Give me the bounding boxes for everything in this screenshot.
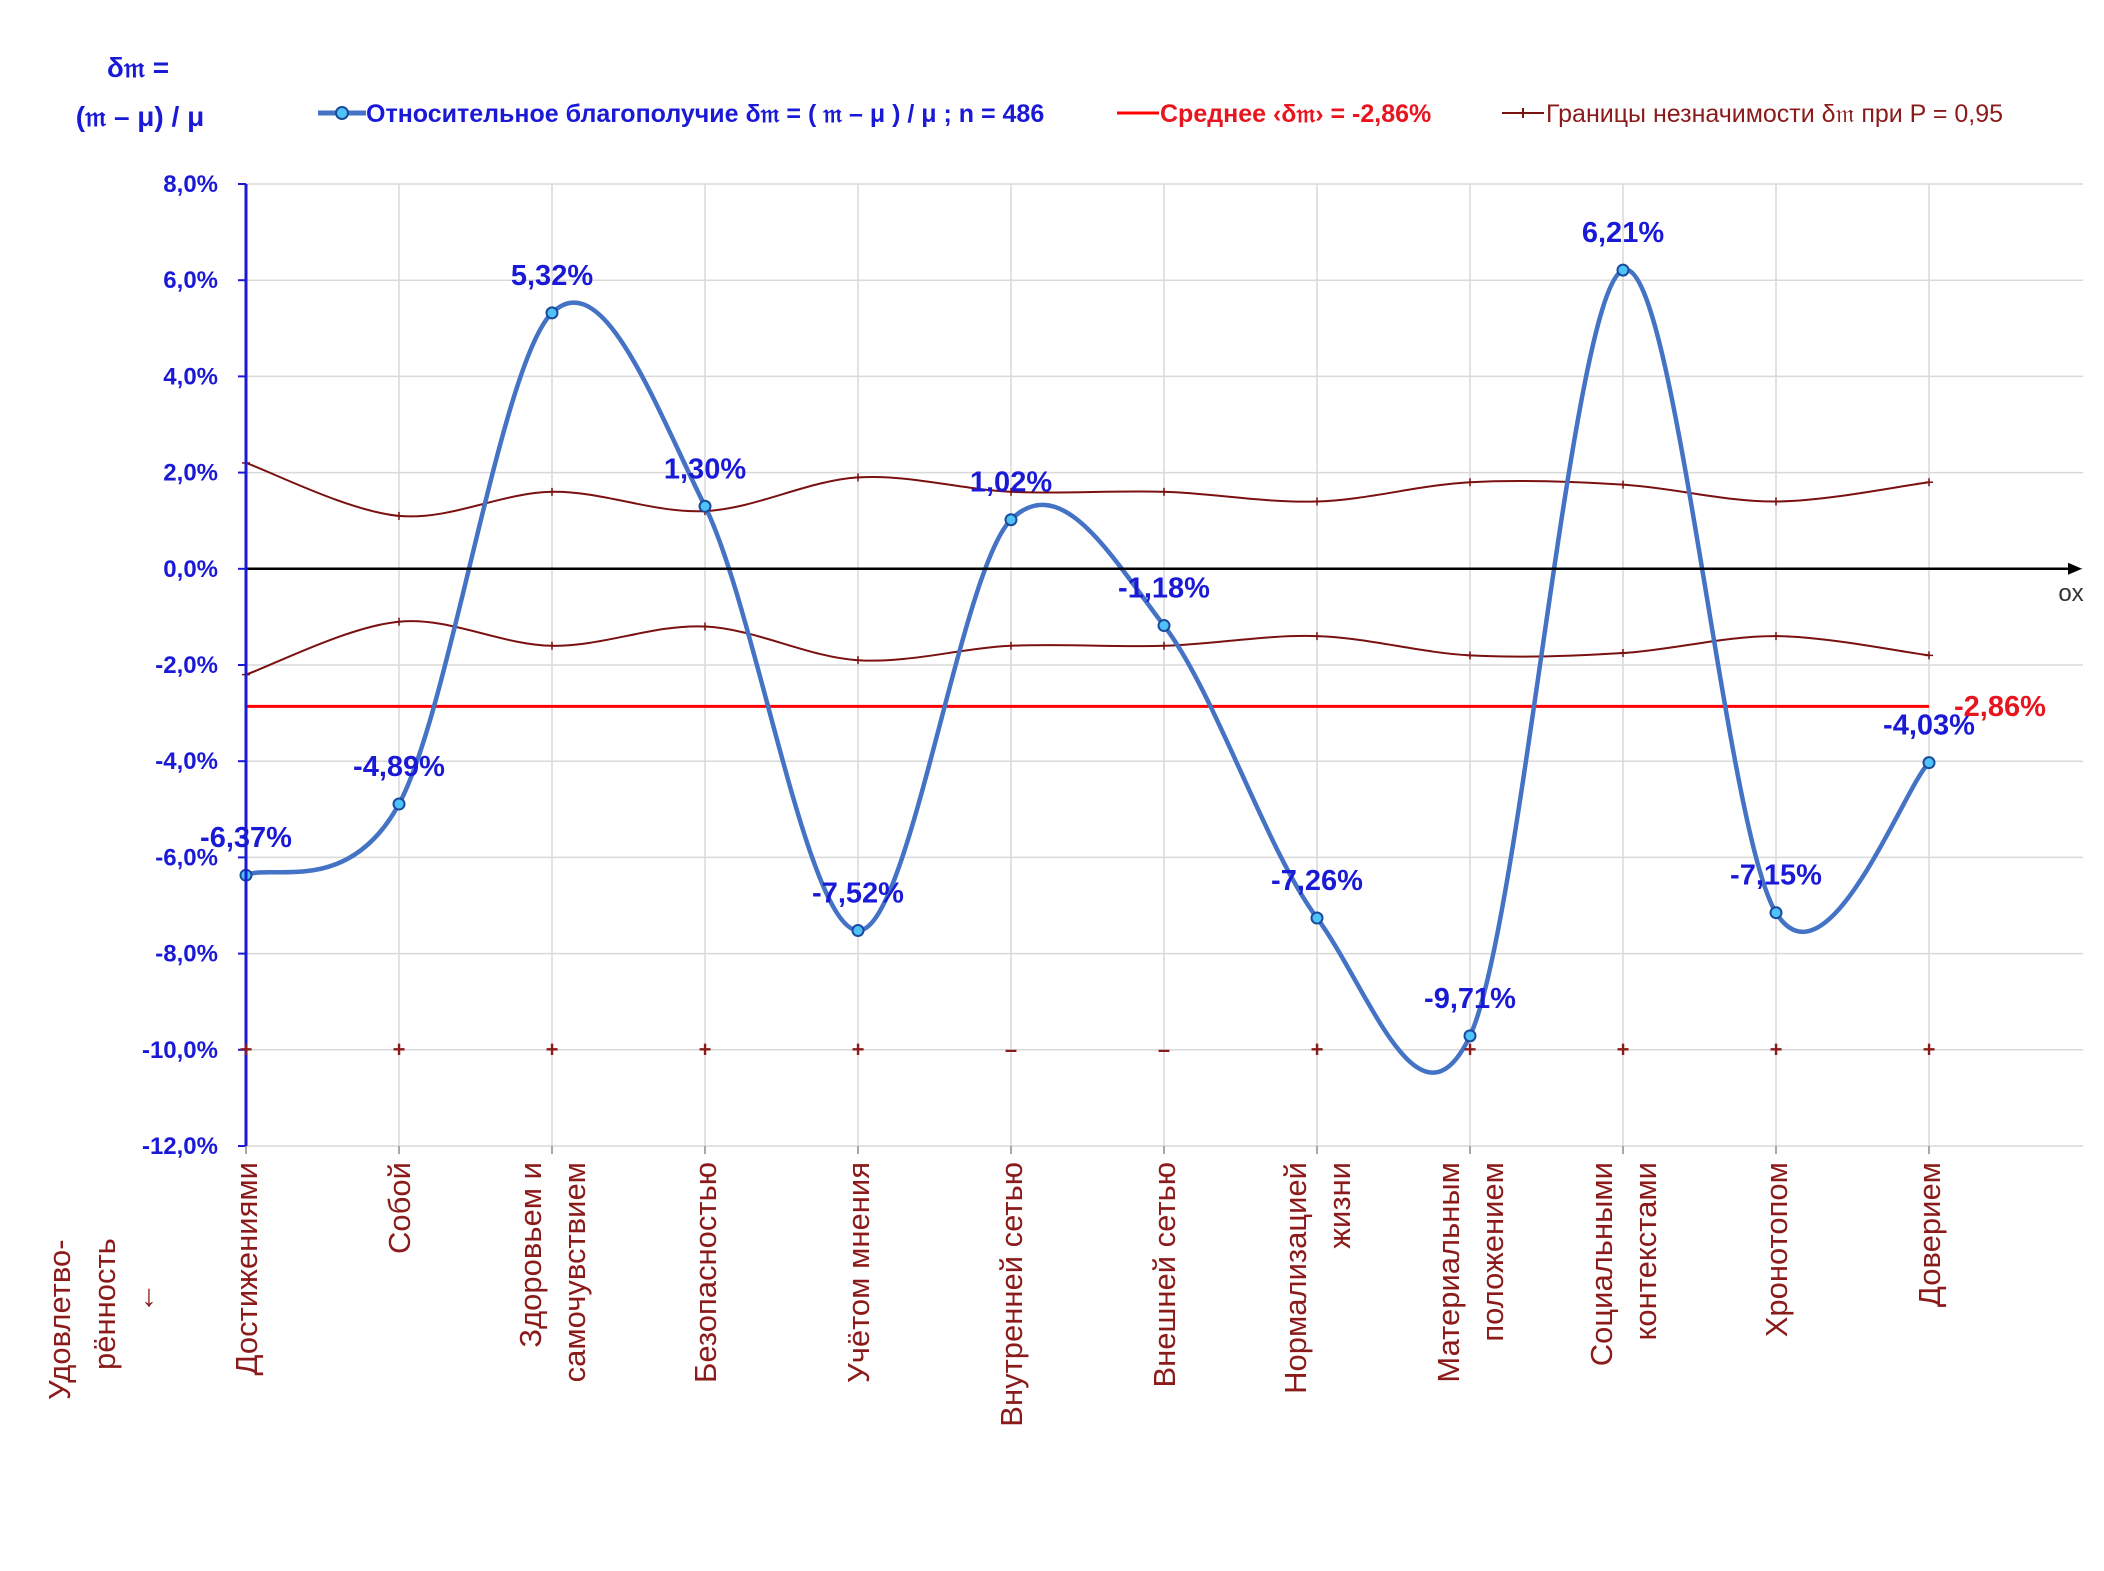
- series-point: [698, 499, 712, 513]
- series-point: [1004, 513, 1018, 527]
- bound-line-lower: [245, 620, 1930, 676]
- data-labels: -6,37% -4,89% 5,32% 1,30% -7,52% 1,02% -1,18% -…: [200, 217, 1975, 1015]
- series-point: [851, 924, 865, 938]
- x-category-label: Учётом мнения: [841, 1162, 876, 1383]
- y-tick-label: -10,0%: [142, 1037, 218, 1064]
- significance-mark: +: [1770, 1037, 1783, 1062]
- x-axis-arrowhead: [2068, 562, 2082, 575]
- series-point: [1616, 263, 1630, 277]
- x-axis-title: Удовлетво- рённость ↓: [42, 1238, 157, 1400]
- data-label: -4,89%: [353, 751, 445, 783]
- series-point: [1157, 619, 1171, 633]
- y-tick-label: 4,0%: [163, 363, 218, 390]
- x-category-label: Материальным: [1431, 1162, 1466, 1383]
- x-axis-title-arrow: ↓: [141, 1278, 157, 1313]
- significance-mark: +: [852, 1037, 865, 1062]
- data-label: -6,37%: [200, 822, 292, 854]
- x-category-label: положением: [1475, 1162, 1510, 1342]
- y-tick-label: -4,0%: [155, 748, 218, 775]
- significance-mark: +: [1617, 1037, 1630, 1062]
- x-category-label: Внешней сетью: [1147, 1162, 1182, 1388]
- data-label: 1,02%: [970, 467, 1052, 499]
- x-category-label: Социальными: [1584, 1162, 1619, 1366]
- significance-mark: +: [1923, 1037, 1936, 1062]
- series-point: [1463, 1029, 1477, 1043]
- mean-value-label: -2,86%: [1954, 691, 2046, 723]
- data-label: -7,52%: [812, 878, 904, 910]
- series-point: [545, 306, 559, 320]
- series-point: [1922, 756, 1936, 770]
- data-label: 6,21%: [1582, 217, 1664, 249]
- data-label: -7,15%: [1730, 860, 1822, 892]
- data-label: -9,71%: [1424, 983, 1516, 1015]
- x-category-label: самочувствием: [557, 1162, 592, 1382]
- significance-mark: +: [699, 1037, 712, 1062]
- x-category-label: Нормализацией: [1278, 1162, 1313, 1394]
- series-point: [1769, 906, 1783, 920]
- x-category-label: Хронотопом: [1759, 1162, 1794, 1337]
- y-tick-label: 8,0%: [163, 171, 218, 198]
- significance-mark: –: [1158, 1037, 1170, 1062]
- legend-mean-label: Среднее ‹δ𝔪› = -2,86%: [1160, 100, 1431, 128]
- y-tick-label: 6,0%: [163, 267, 218, 294]
- grid: [246, 183, 2083, 1147]
- y-tick-label: -8,0%: [155, 941, 218, 968]
- legend: Относительное благополучие δ𝔪 = ( 𝔪 – μ …: [318, 100, 2003, 128]
- x-category-label: Достижениями: [229, 1162, 264, 1375]
- series-line: [245, 267, 1931, 1075]
- data-label: 1,30%: [664, 453, 746, 485]
- data-label: -1,18%: [1118, 573, 1210, 605]
- legend-series-marker: [335, 106, 349, 120]
- data-label: -4,03%: [1883, 710, 1975, 742]
- significance-mark: +: [546, 1037, 559, 1062]
- series-point: [392, 797, 406, 811]
- x-axis-title-line2: рённость: [87, 1238, 122, 1370]
- ox-label: ox: [2058, 580, 2083, 607]
- significance-mark: +: [1311, 1037, 1324, 1062]
- y-tick-label: -12,0%: [142, 1133, 218, 1160]
- significance-mark: +: [393, 1037, 406, 1062]
- y-tick-label: 0,0%: [163, 556, 218, 583]
- y-tick-label: -6,0%: [155, 844, 218, 871]
- x-category-label: Собой: [382, 1162, 417, 1254]
- x-category-label: Доверием: [1912, 1162, 1947, 1307]
- y-axis-title-line2: (𝔪 – μ) / μ: [76, 101, 204, 132]
- x-category-label: Внутренней сетью: [994, 1162, 1029, 1427]
- x-category-label: контекстами: [1628, 1162, 1663, 1341]
- significance-marks: + + + + + – – + + + + +: [240, 1037, 1936, 1062]
- significance-mark: +: [1464, 1037, 1477, 1062]
- legend-bounds-label: Границы незначимости δ𝔪 при P = 0,95: [1546, 100, 2003, 128]
- y-axis-title-line1: δ𝔪 =: [107, 52, 169, 83]
- significance-bounds: [242, 458, 1933, 679]
- x-category-label: Безопасностью: [688, 1162, 723, 1383]
- series-point: [1310, 911, 1324, 925]
- axes: [238, 183, 2082, 1154]
- x-category-label: Здоровьем и: [513, 1162, 548, 1348]
- y-tick-label: 2,0%: [163, 460, 218, 487]
- bound-line-upper: [245, 462, 1930, 518]
- y-axis-ticks: 8,0% 6,0% 4,0% 2,0% 0,0% -2,0% -4,0% -6,0% -8,0%…: [142, 171, 218, 1160]
- data-label: 5,32%: [511, 260, 593, 292]
- significance-mark: +: [240, 1037, 253, 1062]
- significance-mark: –: [1005, 1037, 1017, 1062]
- data-series: [239, 263, 1936, 1075]
- x-axis-categories: Достижениями Собой Здоровьем и самочувствие…: [229, 1162, 1947, 1427]
- x-axis-title-line1: Удовлетво-: [42, 1239, 77, 1400]
- y-tick-label: -2,0%: [155, 652, 218, 679]
- data-label: -7,26%: [1271, 865, 1363, 897]
- legend-series-label: Относительное благополучие δ𝔪 = ( 𝔪 – μ …: [366, 100, 1044, 128]
- x-category-label: жизни: [1322, 1162, 1357, 1249]
